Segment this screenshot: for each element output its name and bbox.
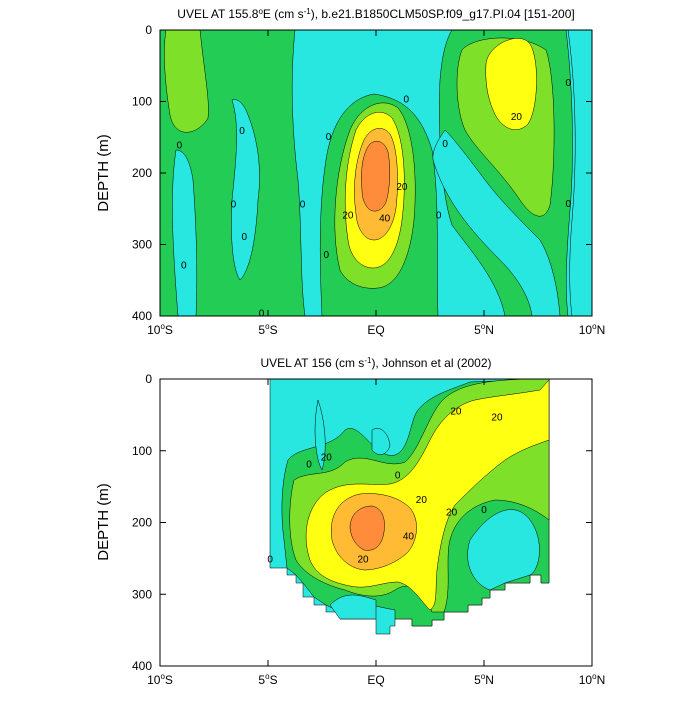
bottom-cyan-pocket-south (329, 594, 377, 620)
bottom-cyan-streak-1 (314, 399, 326, 471)
top-contour-label: 0 (565, 199, 571, 210)
bottom-contour-label: 0 (267, 554, 273, 565)
top-contour-label: 0 (403, 95, 409, 106)
bottom-contour-label: 20 (450, 407, 462, 418)
top-cyan-tongue-west (172, 149, 198, 316)
bottom-region-40 (349, 505, 385, 551)
top-contour-label: 0 (300, 200, 306, 211)
bottom-title: UVEL AT 156 (cm s-1), Johnson et al (200… (260, 356, 491, 370)
top-contour-fill (160, 30, 592, 316)
top-x-tick-label: 5oS (258, 322, 277, 337)
bottom-x-tick-label: 5oS (258, 672, 277, 687)
bottom-contour-label: 0 (395, 470, 401, 481)
top-contour-label: 20 (396, 182, 408, 193)
top-x-tick-label: 10oS (147, 322, 173, 337)
bottom-x-tick-label: 10oS (147, 672, 173, 687)
bottom-contour-label: 20 (357, 554, 369, 565)
bottom-contour-labels: 20 0 0 20 20 20 20 0 40 20 0 (267, 407, 503, 566)
top-contour-label: 0 (239, 126, 245, 137)
bottom-cyan-pocket-north (467, 509, 540, 591)
top-contour-label: 20 (511, 112, 523, 123)
top-contour-label: 0 (442, 139, 448, 150)
top-contour-label: 0 (326, 132, 332, 143)
top-y-tick-label: 0 (145, 23, 152, 37)
top-contour-label: 0 (565, 78, 571, 89)
bottom-contour-label: 20 (416, 495, 428, 506)
bottom-y-tick-label: 400 (132, 659, 152, 673)
top-region-north-max (485, 38, 537, 130)
bottom-contour-fill (269, 379, 550, 635)
bottom-cyan-streak-2 (371, 428, 391, 455)
top-region-west-jet (164, 30, 209, 133)
bottom-x-tick-label: EQ (367, 673, 384, 687)
bottom-contour-label: 20 (446, 508, 458, 519)
bottom-y-tick-label: 300 (132, 587, 152, 601)
bottom-contour-label: 20 (321, 452, 333, 463)
bottom-contour-label: 20 (491, 412, 503, 423)
top-y-tick-label: 400 (132, 309, 152, 323)
bottom-x-ticks: 10oS 5oS EQ 5oN 10oN (147, 379, 605, 687)
bottom-y-axis-label: DEPTH (m) (95, 483, 112, 561)
bottom-contour-label: 40 (403, 531, 415, 542)
bottom-x-tick-label: 5oN (474, 672, 494, 687)
bottom-contour-label: 0 (306, 460, 312, 471)
top-contour-label: 0 (436, 210, 442, 221)
top-cyan-tongue-south (231, 99, 260, 281)
bottom-x-tick-label: 10oN (579, 672, 605, 687)
top-y-axis-label: DEPTH (m) (95, 134, 112, 212)
top-contour-label: 0 (181, 261, 187, 272)
bottom-y-tick-label: 200 (132, 516, 152, 530)
top-contour-label: 0 (177, 140, 183, 151)
bottom-contour-label: 0 (481, 505, 487, 516)
top-cyan-band-north (432, 129, 561, 316)
top-y-tick-label: 100 (132, 95, 152, 109)
top-contour-labels: 0 0 0 0 0 0 0 0 0 0 0 0 0 0 20 20 20 40 (177, 78, 572, 319)
top-contour-label: 0 (231, 200, 237, 211)
top-contour-zero-east (567, 30, 576, 316)
top-contour-label: 0 (241, 232, 247, 243)
top-contour-label: 40 (379, 213, 391, 224)
top-title: UVEL AT 155.8oE (cm s-1), b.e21.B1850CLM… (177, 7, 574, 21)
top-x-tick-label: 10oN (579, 322, 605, 337)
top-x-tick-label: 5oN (474, 322, 494, 337)
top-x-tick-label: EQ (367, 323, 384, 337)
bottom-y-tick-label: 100 (132, 444, 152, 458)
top-contour-label: 0 (259, 308, 265, 319)
top-contour-label: 0 (324, 250, 330, 261)
top-y-tick-label: 200 (132, 166, 152, 180)
top-y-tick-label: 300 (132, 238, 152, 252)
bottom-y-tick-label: 0 (145, 372, 152, 386)
top-contour-label: 20 (342, 210, 354, 221)
top-region-core-40 (361, 141, 390, 212)
top-x-ticks: 10oS 5oS EQ 5oN 10oN (147, 30, 605, 337)
